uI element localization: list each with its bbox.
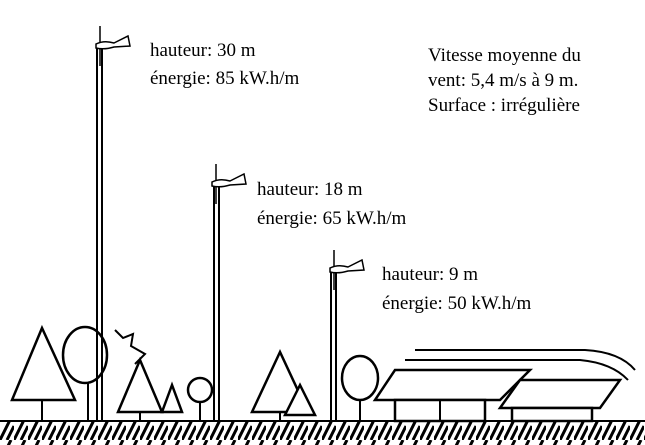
turbine-height: hauteur: 9 m — [382, 264, 478, 285]
diagram: hauteur: 30 m énergie: 85 kW.h/m hauteur… — [0, 0, 645, 445]
ground — [0, 421, 645, 445]
turbine-height: hauteur: 30 m — [150, 40, 256, 61]
turbine-energy: énergie: 85 kW.h/m — [150, 68, 300, 89]
scenery — [12, 327, 635, 421]
turbine-energy: énergie: 50 kW.h/m — [382, 293, 532, 314]
turbine-height: hauteur: 18 m — [257, 179, 363, 200]
note-line: Vitesse moyenne du — [428, 45, 581, 66]
turbine — [212, 164, 246, 421]
turbine — [96, 26, 130, 421]
turbine-energy: énergie: 65 kW.h/m — [257, 208, 407, 229]
note-line: vent: 5,4 m/s à 9 m. — [428, 70, 578, 91]
note-line: Surface : irrégulière — [428, 95, 580, 116]
